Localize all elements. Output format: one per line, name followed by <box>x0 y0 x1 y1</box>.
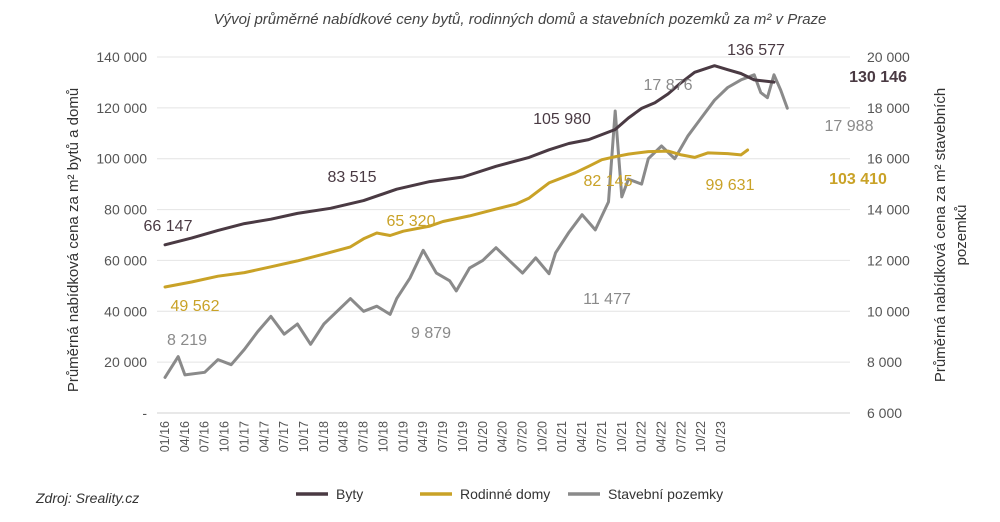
legend-label: Rodinné domy <box>460 486 550 502</box>
y-right-tick-label: 6 000 <box>867 405 902 421</box>
legend-label: Byty <box>336 486 363 502</box>
y-left-tick-label: 120 000 <box>96 100 147 116</box>
data-label: 17 988 <box>825 118 874 135</box>
x-tick-label: 01/16 <box>158 421 172 452</box>
data-label: 17 876 <box>644 77 693 94</box>
data-annotations: 66 147 83 515 105 980 136 577 130 146 49 562 6… <box>144 42 907 349</box>
data-label: 8 219 <box>167 332 207 349</box>
y-axis-right: 6 000 8 000 10 000 12 000 14 000 16 000 18 000… <box>867 49 910 421</box>
y-left-tick-label: 60 000 <box>104 252 147 268</box>
data-label: 99 631 <box>706 177 755 194</box>
x-tick-label: 10/19 <box>456 421 470 452</box>
legend: Byty Rodinné domy Stavební pozemky <box>296 486 723 502</box>
x-tick-label: 01/20 <box>476 421 490 452</box>
x-tick-label: 04/20 <box>496 421 510 452</box>
x-tick-label: 07/16 <box>198 421 212 452</box>
x-tick-label: 10/22 <box>694 421 708 452</box>
y-axis-left-label: Průměrná nabídková cena za m² bytů a dom… <box>65 88 82 392</box>
x-tick-label: 10/17 <box>297 421 311 452</box>
source-note: Zdroj: Sreality.cz <box>35 490 139 506</box>
x-tick-label: 01/18 <box>317 421 331 452</box>
data-label: 130 146 <box>849 69 907 86</box>
y-right-tick-label: 12 000 <box>867 252 910 268</box>
y-right-tick-label: 14 000 <box>867 202 910 218</box>
x-tick-label: 01/21 <box>555 421 569 452</box>
data-label: 66 147 <box>144 218 193 235</box>
y-left-tick-label: - <box>142 405 147 421</box>
data-label: 103 410 <box>829 171 887 188</box>
data-label: 49 562 <box>171 298 220 315</box>
data-label: 136 577 <box>727 42 785 59</box>
x-tick-label: 04/18 <box>337 421 351 452</box>
y-left-tick-label: 40 000 <box>104 303 147 319</box>
x-tick-label: 07/19 <box>436 421 450 452</box>
series-lines <box>163 64 789 379</box>
series-line-rodinné-domy <box>163 148 750 289</box>
x-tick-label: 07/17 <box>277 421 291 452</box>
x-tick-label: 07/21 <box>595 421 609 452</box>
x-tick-label: 10/18 <box>376 421 390 452</box>
data-label: 83 515 <box>328 169 377 186</box>
x-tick-label: 10/16 <box>218 421 232 452</box>
x-tick-label: 07/22 <box>674 421 688 452</box>
y-right-tick-label: 8 000 <box>867 354 902 370</box>
chart-title: Vývoj průměrné nabídkové ceny bytů, rodi… <box>214 11 827 28</box>
data-label: 82 145 <box>584 173 633 190</box>
gridlines <box>157 56 850 363</box>
x-tick-label: 04/17 <box>257 421 271 452</box>
y-axis-right-label-line1: Průměrná nabídková cena za m² stavebních <box>932 88 949 382</box>
series-line-byty <box>163 64 776 247</box>
x-tick-label: 07/20 <box>515 421 529 452</box>
x-tick-label: 01/23 <box>714 421 728 452</box>
y-right-tick-label: 20 000 <box>867 49 910 65</box>
data-label: 9 879 <box>411 325 451 342</box>
data-label: 105 980 <box>533 111 591 128</box>
y-left-tick-label: 80 000 <box>104 202 147 218</box>
series-line-stavební-pozemky <box>163 73 789 379</box>
x-tick-label: 04/21 <box>575 421 589 452</box>
x-tick-label: 01/17 <box>237 421 251 452</box>
y-axis-left: - 20 000 40 000 60 000 80 000 100 000 120 000 1… <box>96 49 147 421</box>
x-tick-label: 01/22 <box>635 421 649 452</box>
y-right-tick-label: 18 000 <box>867 100 910 116</box>
x-tick-label: 01/19 <box>396 421 410 452</box>
legend-label: Stavební pozemky <box>608 486 723 502</box>
data-label: 11 477 <box>583 291 631 308</box>
x-axis: 01/16 04/16 07/16 10/16 01/17 04/17 07/17 10/17… <box>157 412 850 452</box>
x-tick-label: 10/20 <box>535 421 549 452</box>
y-right-tick-label: 10 000 <box>867 303 910 319</box>
data-label: 65 320 <box>387 213 436 230</box>
y-left-tick-label: 100 000 <box>96 151 147 167</box>
y-left-tick-label: 20 000 <box>104 354 147 370</box>
x-tick-label: 04/22 <box>655 421 669 452</box>
x-tick-label: 04/16 <box>178 421 192 452</box>
y-left-tick-label: 140 000 <box>96 49 147 65</box>
x-tick-label: 10/21 <box>615 421 629 452</box>
y-axis-right-label-line2: pozemků <box>953 205 970 266</box>
x-tick-label: 04/19 <box>416 421 430 452</box>
y-right-tick-label: 16 000 <box>867 151 910 167</box>
x-tick-label: 07/18 <box>357 421 371 452</box>
